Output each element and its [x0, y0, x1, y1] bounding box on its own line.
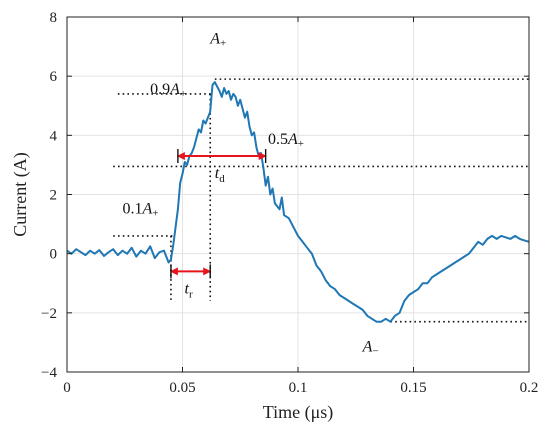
- x-tick-label: 0.05: [169, 380, 195, 396]
- x-tick-label: 0.15: [400, 380, 426, 396]
- x-tick-label: 0: [63, 380, 71, 396]
- annotation-label: 0.9A+: [150, 81, 186, 100]
- annotation-label: 0.5A+: [268, 131, 304, 150]
- y-tick-label: 0: [50, 247, 58, 263]
- x-tick-label: 0.1: [289, 380, 308, 396]
- reference-lines: [113, 78, 529, 323]
- annotation-label: A+: [209, 31, 226, 50]
- annotation-label: 0.1A+: [122, 201, 158, 220]
- arrow-label: td: [215, 165, 225, 185]
- tick-labels: 0 0.05 0.1 0.15 0.2 −4 −2 0 2 4 6 8: [41, 10, 538, 396]
- x-axis-label: Time (μs): [263, 402, 334, 423]
- annotations: A+ 0.9A+ 0.5A+ 0.1A+ A−: [122, 31, 378, 358]
- x-tick-label: 0.2: [520, 380, 539, 396]
- y-tick-label: 4: [50, 128, 58, 144]
- y-tick-label: 6: [50, 69, 58, 85]
- arrow-layer: tr td: [169, 149, 267, 300]
- y-tick-label: 8: [50, 10, 58, 26]
- y-tick-label: 2: [50, 188, 58, 204]
- y-tick-label: −4: [41, 365, 57, 381]
- current-series-line: [66, 81, 530, 323]
- y-tick-label: −2: [41, 306, 57, 322]
- series-layer: [66, 81, 530, 323]
- arrow-label: tr: [185, 280, 193, 300]
- annotation-label: A−: [362, 338, 379, 357]
- y-axis-label: Current (A): [10, 152, 31, 236]
- grid-lines: [66, 16, 530, 373]
